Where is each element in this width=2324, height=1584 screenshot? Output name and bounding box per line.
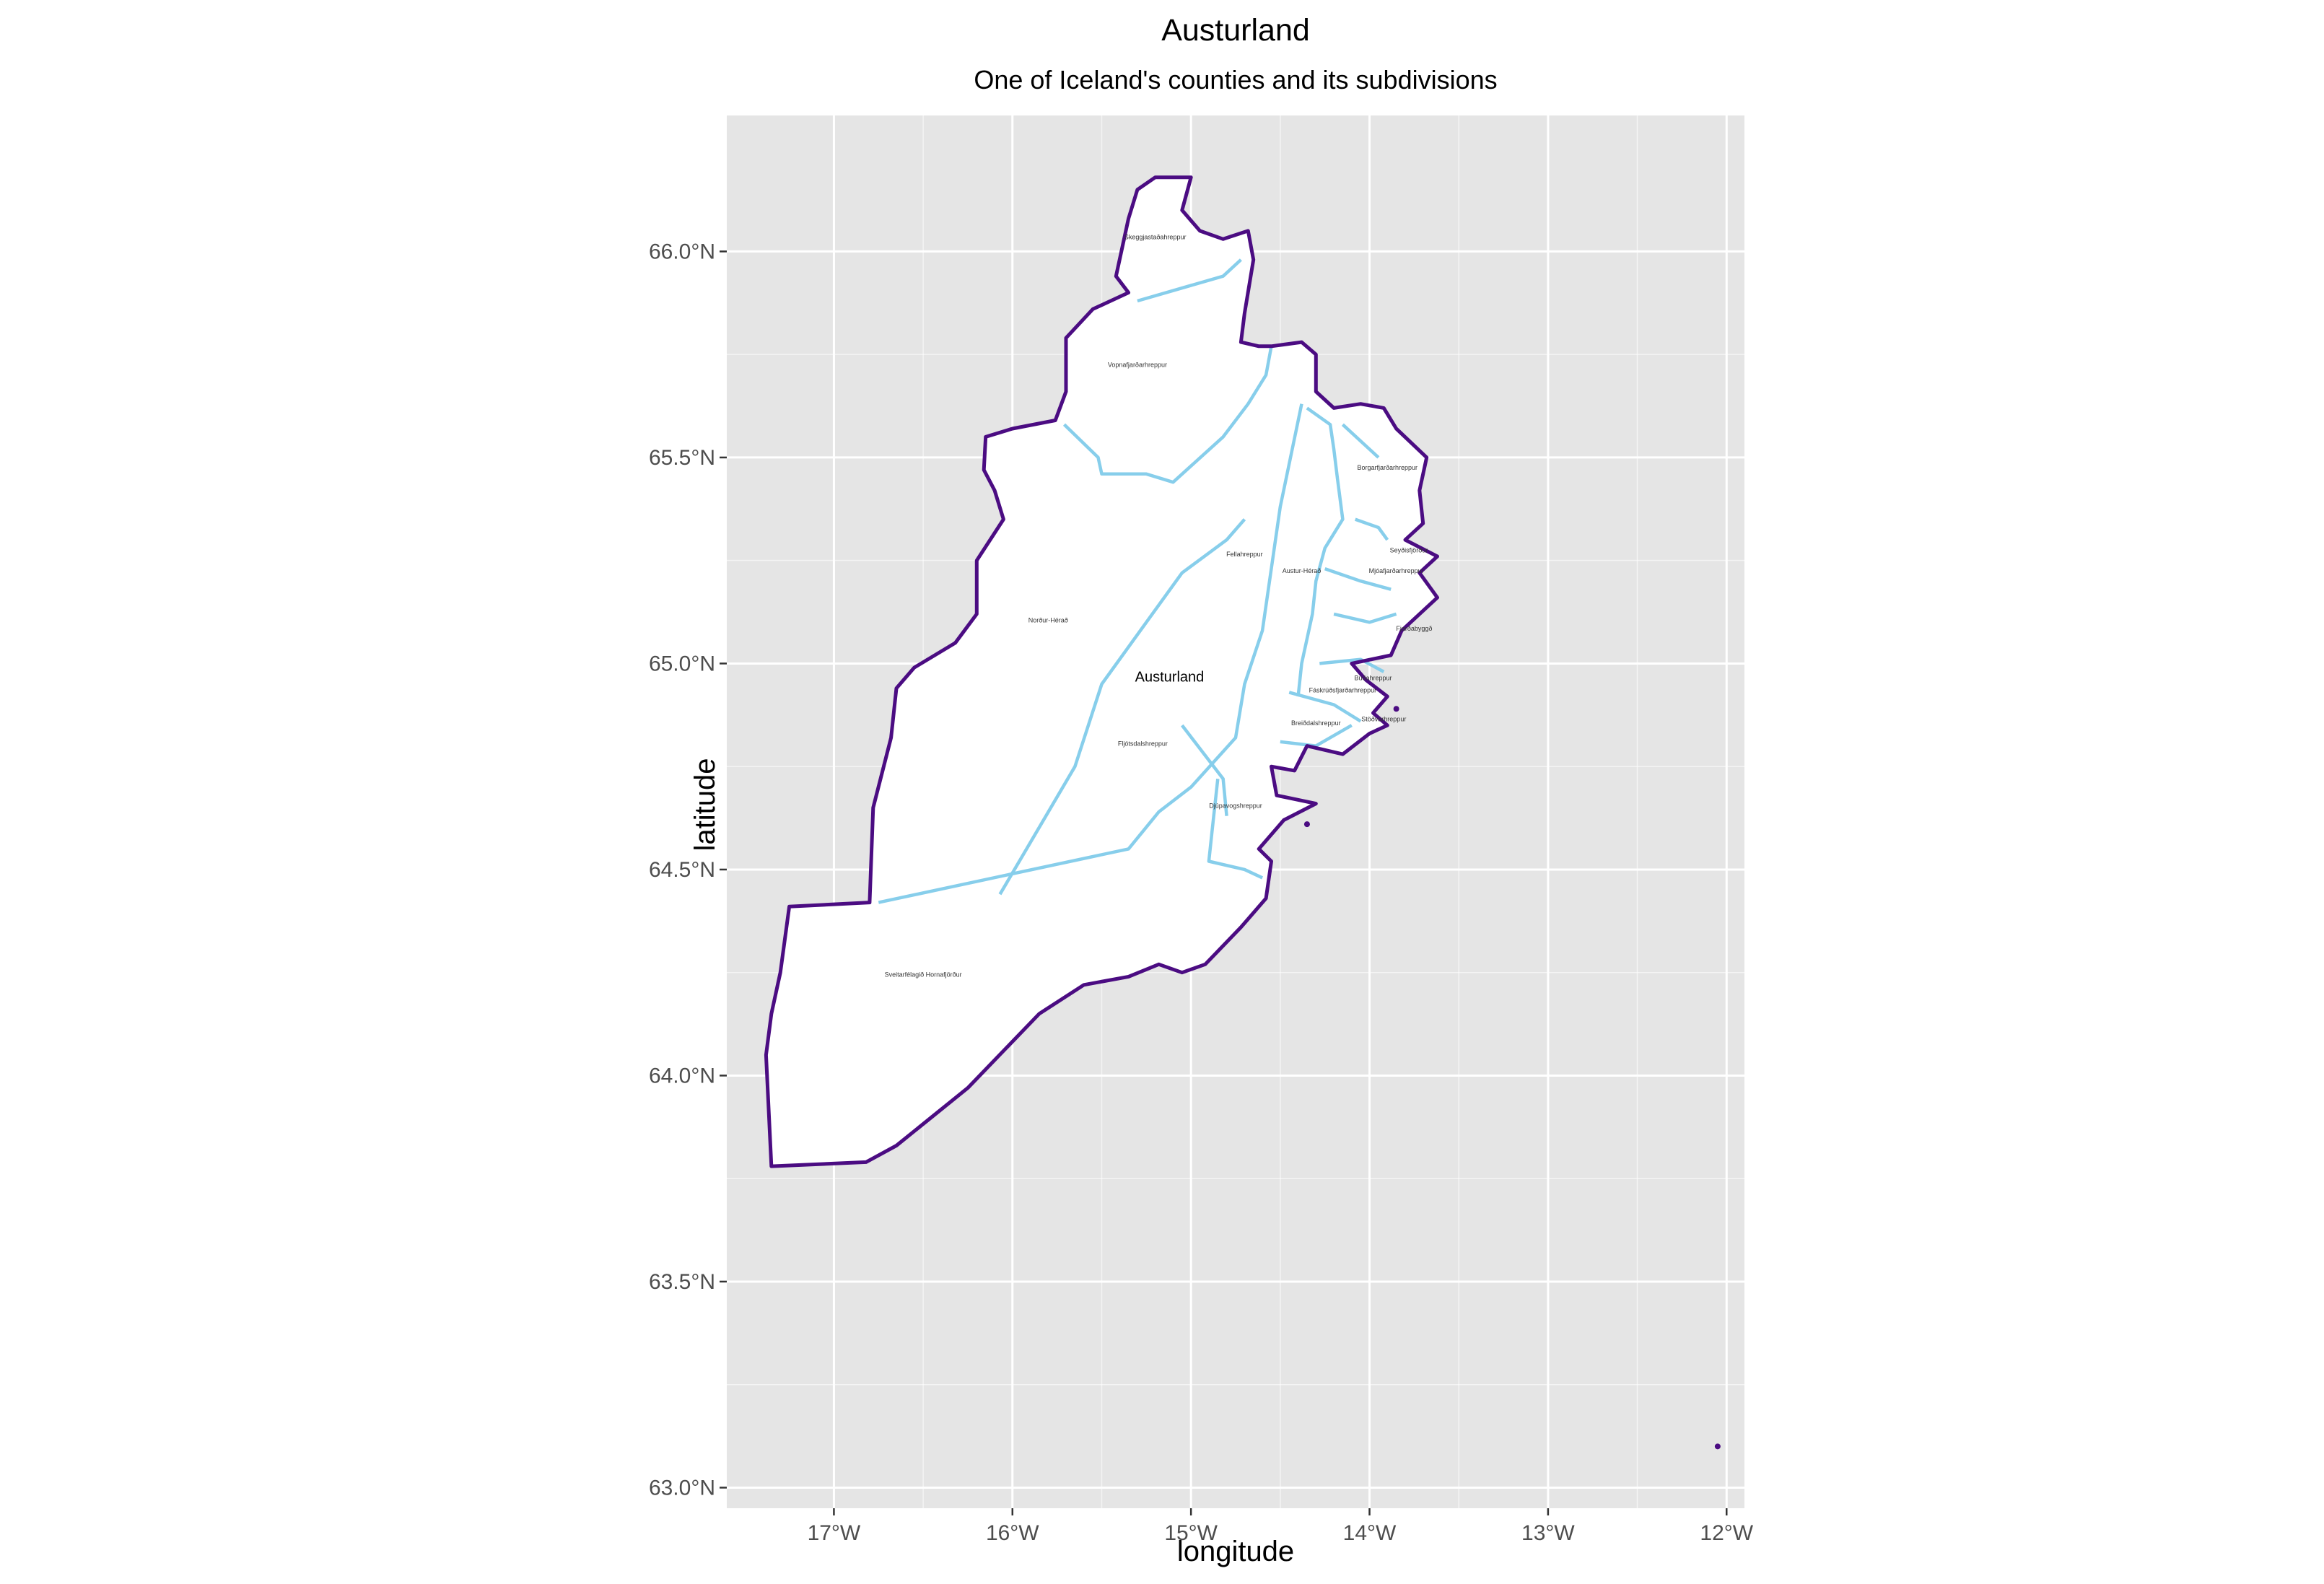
subdivision-label: Fjarðabyggð [1396,625,1432,632]
x-tick-label: 13°W [1521,1521,1575,1545]
islet [1303,821,1310,828]
subdivision-boundary [1207,779,1264,880]
subdivision-label: Norður-Hérað [1028,616,1068,623]
plot-title: Austurland [1161,13,1310,48]
x-tick-label: 16°W [986,1521,1039,1545]
county-boundary [764,175,1439,1168]
subdivision-label: Borgarfjarðarhreppur [1357,464,1417,471]
subdivision-label: Fáskrúðsfjarðarhreppur [1309,686,1377,693]
subdivision-boundary [1296,406,1345,697]
map-layer [764,175,1721,1450]
x-tick-label: 12°W [1700,1521,1753,1545]
subdivision-label: Fellahreppur [1226,551,1263,558]
subdivision-label: Mjóafjarðarhreppur [1369,567,1424,574]
subdivision-boundary [878,403,1303,904]
x-axis-ticks: 17°W 16°W 15°W 14°W 13°W 12°W [808,1508,1754,1545]
subdivision-label: Sveitarfélagið Hornafjörður [885,971,962,978]
subdivision-label: Skeggjastaðahreppur [1124,233,1187,240]
subdivision-label: Fljótsdalshreppur [1118,740,1168,748]
subdivision-label: Stöðvarhreppur [1361,715,1406,722]
subdivision-boundary [998,518,1246,896]
islet [1393,706,1399,712]
y-axis-ticks: 63.0°N 63.5°N 64.0°N 64.5°N 65.0°N 65.5°N 66.0… [649,240,727,1500]
subdivision-label: Vopnafjarðarhreppur [1108,361,1167,368]
subdivision-boundary [1341,423,1380,459]
y-tick-label: 64.5°N [649,858,715,882]
map-labels: Skeggjastaðahreppur Vopnafjarðarhreppur Bo… [885,233,1433,978]
y-tick-label: 63.0°N [649,1476,715,1500]
subdivision-boundary [1354,517,1389,541]
subdivision-boundary [1181,724,1228,816]
x-tick-label: 17°W [808,1521,861,1545]
subdivision-label: Breiðdalshreppur [1291,719,1341,727]
y-tick-label: 65.5°N [649,446,715,470]
y-tick-label: 63.5°N [649,1270,715,1294]
subdivision-boundary [1324,566,1392,591]
y-tick-label: 65.0°N [649,652,715,675]
subdivision-boundary [1319,657,1385,673]
county-label: Austurland [1135,670,1205,686]
subdivision-label: Búðahreppur [1354,674,1392,681]
subdivision-boundary [1137,258,1242,303]
subdivision-boundary [1288,691,1362,723]
x-axis-label: longitude [1176,1536,1295,1567]
x-tick-label: 15°W [1164,1521,1218,1545]
x-tick-label: 14°W [1343,1521,1397,1545]
islet [1714,1443,1721,1450]
subdivision-label: Austur-Hérað [1283,567,1322,574]
subdivision-label: Djúpavogshreppur [1209,802,1262,809]
subdivision-boundary [1062,346,1273,484]
subdivision-boundary [1280,724,1353,748]
plot-subtitle: One of Iceland's counties and its subdiv… [974,65,1498,95]
county-area [766,177,1438,1167]
y-tick-label: 64.0°N [649,1064,715,1088]
y-tick-label: 66.0°N [649,240,715,263]
subdivision-boundary [1333,612,1397,624]
subdivision-label: Seyðisfjörður [1390,546,1428,553]
